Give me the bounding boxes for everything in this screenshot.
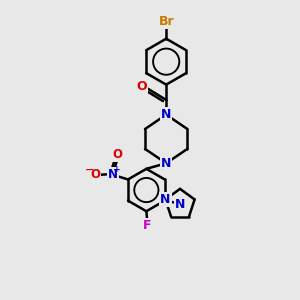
Text: F: F [143,220,152,232]
Text: N: N [161,108,171,121]
Text: +: + [113,165,120,174]
Text: N: N [160,193,171,206]
Text: N: N [175,198,185,211]
Text: O: O [112,148,122,161]
Text: N: N [161,157,171,170]
Text: Br: Br [158,15,174,28]
Text: O: O [136,80,147,93]
Text: O: O [90,168,100,181]
Text: −: − [85,165,94,175]
Text: N: N [108,168,118,181]
